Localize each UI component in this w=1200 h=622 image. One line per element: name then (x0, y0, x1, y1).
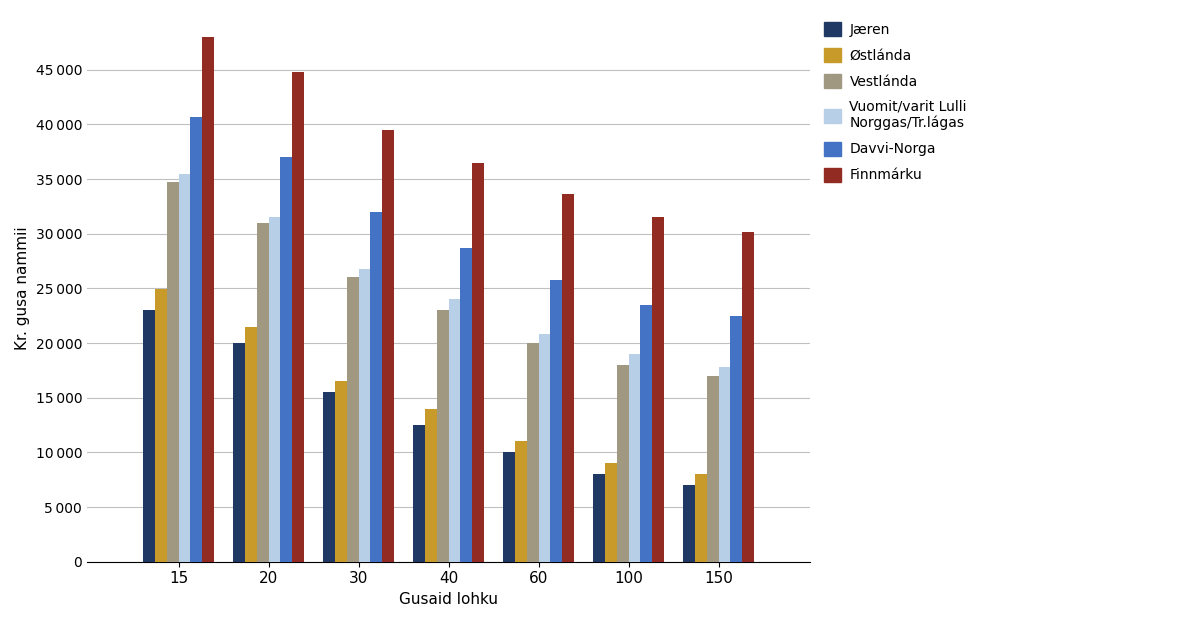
Bar (515, 442, 527, 562)
Bar (269, 217, 281, 562)
Bar (695, 474, 707, 562)
Bar (719, 367, 731, 562)
Bar (551, 280, 562, 562)
Bar (472, 162, 484, 562)
Bar (562, 194, 574, 562)
Bar (605, 463, 617, 562)
X-axis label: Gusaid lohku: Gusaid lohku (400, 592, 498, 607)
Bar (652, 217, 664, 562)
Bar (539, 334, 551, 562)
Bar (527, 343, 539, 562)
Bar (731, 316, 742, 562)
Bar (461, 248, 472, 562)
Bar (371, 212, 382, 562)
Bar (425, 409, 437, 562)
Bar (335, 381, 347, 562)
Bar (191, 117, 202, 562)
Bar (167, 182, 179, 562)
Bar (707, 376, 719, 562)
Bar (617, 365, 629, 562)
Bar (504, 452, 515, 562)
Bar (234, 343, 245, 562)
Bar (629, 354, 641, 562)
Bar (281, 157, 292, 562)
Bar (155, 289, 167, 562)
Bar (292, 72, 304, 562)
Bar (202, 37, 214, 562)
Bar (245, 327, 257, 562)
Bar (684, 485, 695, 562)
Bar (324, 392, 335, 562)
Legend: Jæren, Østlánda, Vestlánda, Vuomit/varit Lulli
Norggas/Tr.lágas, Davvi-Norga, Fi: Jæren, Østlánda, Vestlánda, Vuomit/varit… (824, 22, 967, 182)
Bar (414, 425, 425, 562)
Bar (594, 474, 605, 562)
Bar (143, 310, 155, 562)
Bar (449, 299, 461, 562)
Bar (179, 174, 191, 562)
Bar (359, 269, 371, 562)
Bar (641, 305, 652, 562)
Bar (742, 231, 754, 562)
Bar (382, 130, 394, 562)
Bar (257, 223, 269, 562)
Y-axis label: Kr. gusa nammii: Kr. gusa nammii (14, 226, 30, 350)
Bar (437, 310, 449, 562)
Bar (347, 277, 359, 562)
